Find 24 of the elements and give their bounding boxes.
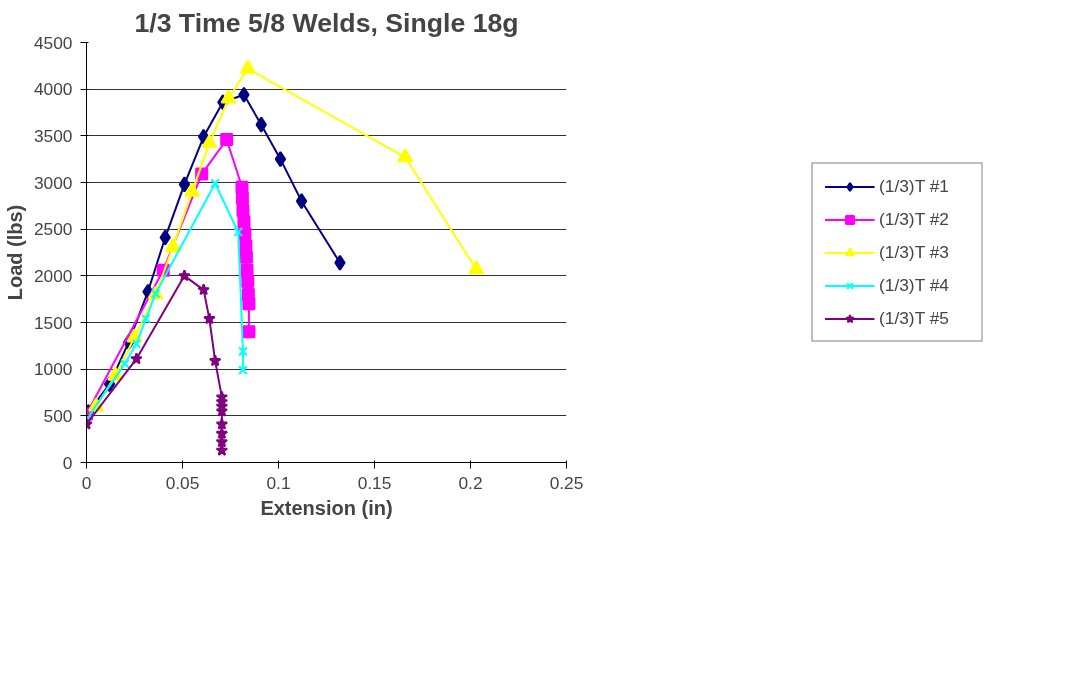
x-tick-label: 0.25 [549, 472, 584, 493]
y-axis-title: Load (lbs) [3, 204, 26, 301]
legend-label: (1/3)T #5 [879, 307, 950, 329]
y-tick-label: 500 [43, 405, 73, 426]
y-tick-label: 1500 [33, 312, 73, 333]
y-tick-label: 2500 [33, 219, 73, 240]
y-tick-label: 1000 [33, 359, 73, 380]
x-tick-label: 0.05 [165, 472, 200, 493]
y-tick-label: 0 [62, 452, 73, 473]
x-tick-label: 0 [81, 472, 92, 493]
x-tick-label: 0.1 [266, 472, 291, 493]
y-tick-label: 2000 [33, 265, 73, 286]
y-tick-label: 4500 [33, 32, 73, 53]
legend-label: (1/3)T #3 [879, 241, 950, 263]
y-tick-label: 3000 [33, 172, 73, 193]
legend-label: (1/3)T #2 [879, 208, 950, 230]
chart-title: 1/3 Time 5/8 Welds, Single 18g [134, 7, 519, 38]
y-tick-label: 4000 [33, 79, 73, 100]
x-axis-title: Extension (in) [260, 496, 393, 519]
legend-label: (1/3)T #1 [879, 175, 950, 197]
legend-label: (1/3)T #4 [879, 274, 950, 296]
x-tick-label: 0.2 [458, 472, 483, 493]
x-tick-label: 0.15 [357, 472, 392, 493]
y-tick-label: 3500 [33, 125, 73, 146]
